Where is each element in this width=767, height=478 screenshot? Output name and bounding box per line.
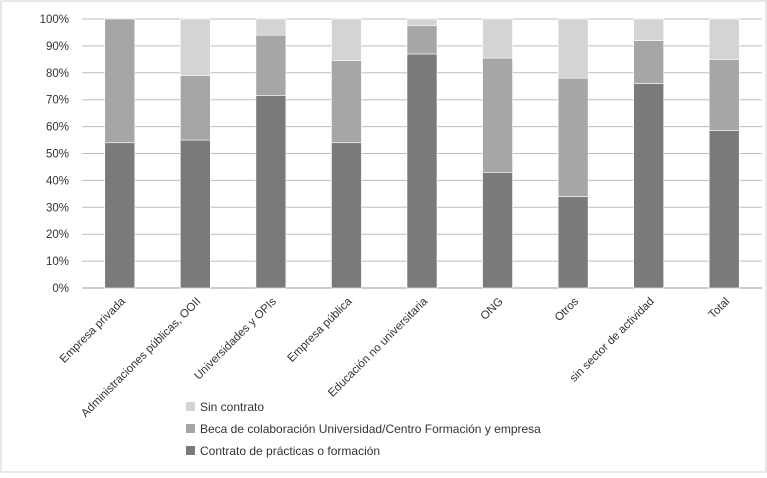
bar-segment [482, 172, 513, 289]
bars [104, 18, 740, 289]
y-tick-label: 50% [46, 149, 69, 161]
bar-segment [331, 18, 362, 61]
legend: Sin contrato Beca de colaboración Univers… [186, 400, 541, 458]
bar-segment [104, 142, 136, 289]
y-tick-label: 30% [46, 202, 69, 214]
bar-segment [557, 196, 589, 289]
y-tick-label: 80% [46, 68, 69, 80]
bar-segment [557, 77, 589, 197]
legend-swatch [186, 446, 195, 455]
bar-segment [482, 57, 513, 173]
legend-label: Contrato de prácticas o formación [200, 444, 380, 458]
bar-segment [255, 34, 287, 96]
bar-segment [331, 60, 362, 144]
bar-segment [633, 83, 664, 289]
bar-segment [180, 139, 211, 289]
y-axis-ticks: 0% 10% 20% 30% 40% 50% 60% 70% 80% 90% 100% [40, 14, 69, 295]
y-tick-label: 0% [52, 283, 69, 295]
y-tick-label: 10% [46, 256, 69, 268]
bar-segment [180, 75, 211, 141]
legend-label: Sin contrato [200, 400, 264, 414]
bar-segment [255, 95, 287, 289]
bar-segment [633, 40, 664, 84]
bar-segment [331, 142, 362, 289]
bar-segment [406, 18, 438, 27]
bar-segment [708, 130, 740, 289]
legend-label: Beca de colaboración Universidad/Centro … [200, 422, 541, 436]
bar-segment [708, 18, 740, 60]
legend-swatch [186, 402, 195, 411]
y-tick-label: 40% [46, 175, 69, 187]
bar-segment [557, 18, 589, 79]
legend-swatch [186, 424, 195, 433]
bar-segment [406, 25, 438, 55]
y-tick-label: 60% [46, 122, 69, 134]
bar-segment [255, 18, 287, 36]
bar-segment [633, 18, 664, 41]
y-tick-label: 100% [40, 14, 69, 26]
bar-segment [708, 59, 740, 131]
bar-segment [406, 53, 438, 289]
y-tick-label: 20% [46, 229, 69, 241]
bar-segment [180, 18, 211, 76]
bar-segment [104, 18, 136, 144]
bar-segment [482, 18, 513, 59]
y-tick-label: 70% [46, 95, 69, 107]
y-tick-label: 90% [46, 41, 69, 53]
